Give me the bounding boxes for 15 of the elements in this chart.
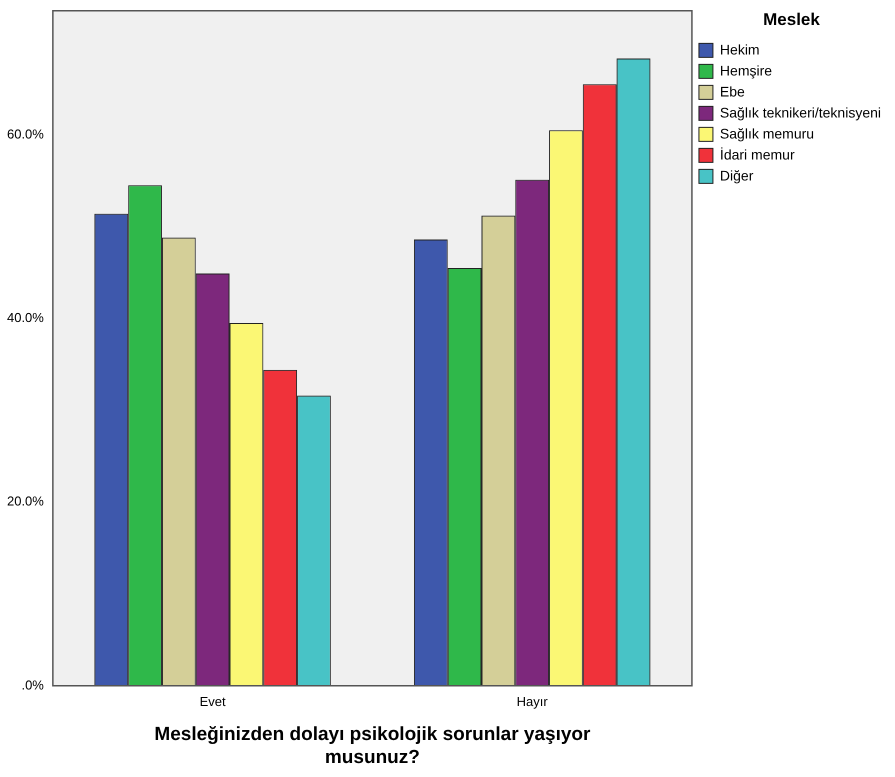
y-tick-label: 40.0% [6, 310, 44, 326]
y-tick-label: 60.0% [6, 126, 44, 142]
legend-label: Hekim [720, 41, 760, 58]
y-tick-label: .0% [21, 677, 44, 692]
legend-label: Sağlık teknikeri/teknisyeni [720, 104, 882, 120]
legend-label: Ebe [720, 83, 746, 100]
x-axis-title: Mesleğinizden dolayı psikolojik sorunlar yaşıyor musunuz? [154, 724, 592, 768]
y-tick-label: 20.0% [6, 494, 44, 509]
legend-label: Diğer [720, 167, 754, 184]
x-tick-label: Hayır [516, 694, 548, 710]
x-tick-label: Evet [200, 694, 226, 710]
legend-title: Meslek [763, 10, 820, 30]
legend-label: Sağlık memuru [720, 125, 814, 142]
legend-label: İdari memur [720, 146, 795, 162]
legend-label: Hemşire [720, 62, 772, 78]
